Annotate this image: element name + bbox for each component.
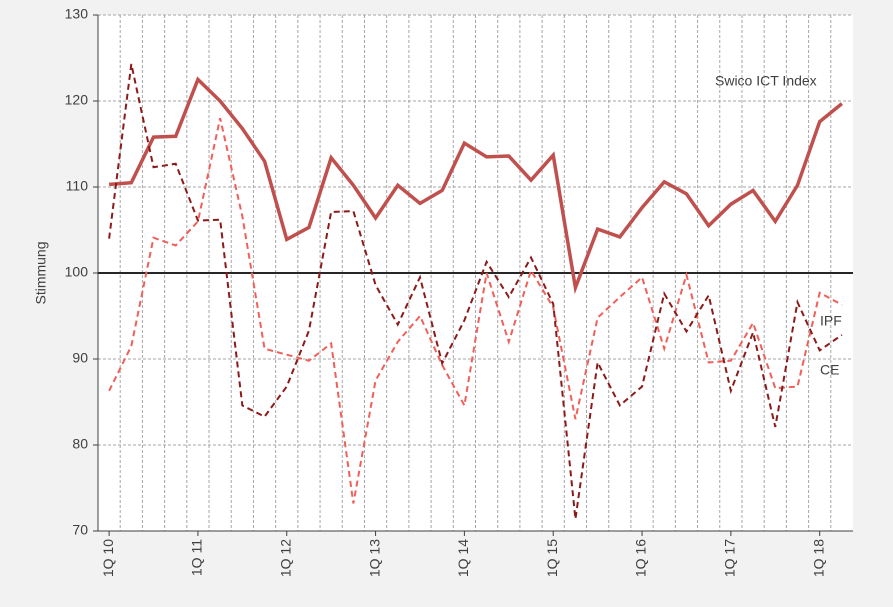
y-tick-label: 70 <box>72 522 88 538</box>
series-line <box>108 117 843 504</box>
x-tick-label: 1Q 17 <box>722 539 738 577</box>
y-tick-label: 130 <box>65 6 89 22</box>
x-tick-label: 1Q 10 <box>100 539 116 577</box>
x-tick-label: 1Q 12 <box>277 539 293 577</box>
x-tick-label: 1Q 13 <box>366 539 382 577</box>
y-tick-label: 110 <box>66 178 89 194</box>
y-tick-label: 80 <box>72 436 88 452</box>
y-tick-label: 100 <box>65 264 89 280</box>
x-tick-label: 1Q 16 <box>633 539 649 577</box>
y-axis-title: Stimmung <box>33 241 49 304</box>
series-line <box>108 76 844 295</box>
series-label: CE <box>820 362 839 378</box>
x-tick-label: 1Q 14 <box>455 539 471 577</box>
x-tick-label: 1Q 11 <box>189 539 205 576</box>
y-tick-label: 120 <box>65 92 89 108</box>
y-tick-label: 90 <box>72 350 88 366</box>
series-label: Swico ICT Index <box>715 73 817 89</box>
series-label: IPF <box>820 313 842 329</box>
series-line <box>108 63 843 520</box>
x-tick-label: 1Q 18 <box>810 539 826 577</box>
x-tick-label: 1Q 15 <box>544 539 560 577</box>
